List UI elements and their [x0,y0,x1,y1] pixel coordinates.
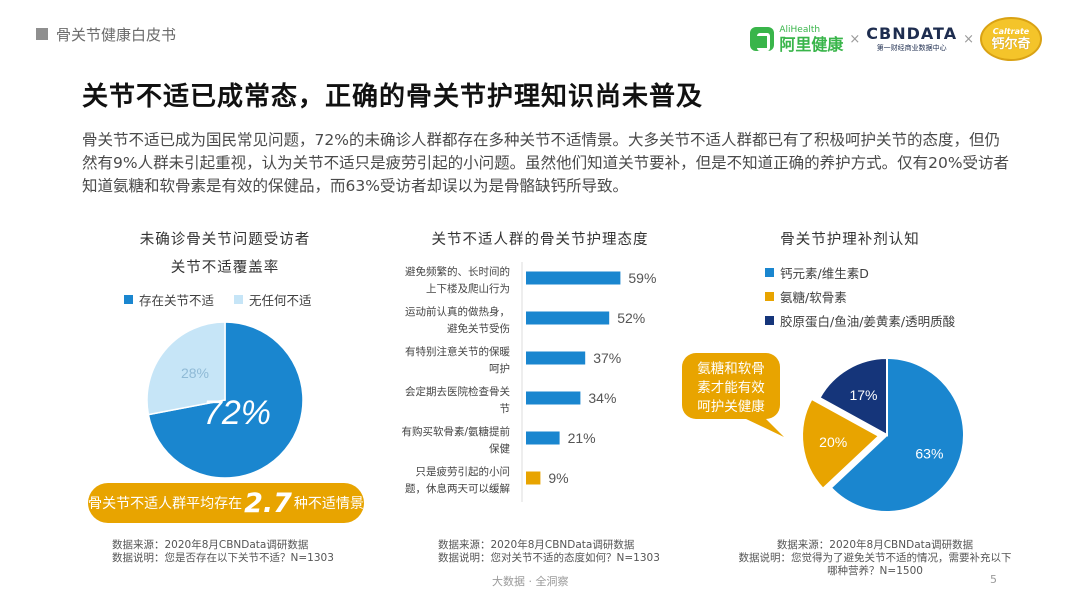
chart3-callout-tail [744,415,784,437]
chart3-value-label: 20% [819,434,847,450]
panel2-explain: 数据说明：您对关节不适的态度如何？N=1303 [438,552,660,564]
legend-swatch [765,268,774,277]
chart2-bar [526,471,541,485]
chart3-legend-item: 钙元素/维生素D [765,263,869,282]
chart2-value-label: 37% [593,350,621,366]
chart3-slice [801,397,881,491]
legend-label: 氨糖/软骨素 [780,290,847,305]
chart3-callout-bubble [682,353,780,419]
panel1-source: 数据来源：2020年8月CBNData调研数据 [112,539,309,551]
chart2-category-label: 会定期去医院检查骨关 [405,385,510,398]
chart2-bar [526,431,560,445]
chart3-legend-item: 氨糖/软骨素 [765,287,847,306]
legend-label: 钙元素/维生素D [780,266,869,281]
page-title: 关节不适已成常态，正确的骨关节护理知识尚未普及 [82,82,704,112]
panel2-title: 关节不适人群的骨关节护理态度 [431,232,649,248]
chart1-pie: 72% 28% [146,321,304,479]
chart3-legend-item: 胶原蛋白/鱼油/姜黄素/透明质酸 [765,311,955,330]
chart2-value-label: 59% [628,270,656,286]
section-title: 骨关节健康白皮书 [56,25,177,44]
chart3-callout-text: 素才能有效 [697,380,765,396]
panel3-explain-line1: 数据说明：您觉得为了避免关节不适的情况，需要补充以下 [738,552,1012,564]
legend-label: 胶原蛋白/鱼油/姜黄素/透明质酸 [780,314,956,329]
banner-prefix: 骨关节不适人群平均存在 [88,496,243,512]
alihealth-logo: AliHealth 阿里健康 [750,24,844,54]
section-header: 骨关节健康白皮书 [36,24,176,44]
chart3-slice [818,356,888,437]
chart2-category-label: 上下楼及爬山行为 [426,282,510,295]
logo-separator: × [963,31,974,47]
chart1-legend: 存在关节不适 无任何不适 [124,290,424,308]
chart3-callout-text: 氨糖和软骨 [697,361,765,377]
chart3-value-label: 17% [849,387,877,403]
banner-number: 2.7 [244,487,292,519]
chart2-category-label: 运动前认真的做热身， [405,305,510,318]
alihealth-cn: 阿里健康 [779,34,844,54]
caltrate-logo: Caltrate 钙尔奇 [980,17,1042,61]
chart2-category-label: 避免频繁的、长时间的 [405,265,510,278]
chart3-value-label: 63% [915,445,943,461]
chart3-callout-text: 呵护关健康 [697,398,765,415]
panel3-source: 数据来源：2020年8月CBNData调研数据 [776,539,974,551]
chart2-value-label: 34% [588,390,616,406]
panel1-title-line1: 未确诊骨关节问题受访者 [139,232,311,248]
intro-paragraph: 骨关节不适已成为国民常见问题，72%的未确诊人群都存在多种关节不适情景。大多关节… [82,131,1010,195]
cbndata-sub: 第一财经商业数据中心 [876,44,947,52]
legend-swatch [765,292,774,301]
panel2-source: 数据来源：2020年8月CBNData调研数据 [438,539,635,551]
logo-separator: × [849,31,861,47]
chart2-bar [526,351,586,365]
chart3-slice [829,356,965,513]
panel1-title-line2: 关节不适覆盖率 [170,260,280,276]
chart2-category-label: 只是疲劳引起的小问 [416,465,511,478]
logo-bar: AliHealth 阿里健康 × CBNDATA 第一财经商业数据中心 × Ca… [750,16,1042,62]
legend-swatch [765,316,774,325]
cbndata-main: CBNDATA [866,24,958,43]
legend-swatch [234,295,243,304]
cbndata-logo: CBNDATA 第一财经商业数据中心 [866,26,957,52]
panel2-notes: 数据来源：2020年8月CBNData调研数据 数据说明：您对关节不适的态度如何… [438,539,660,565]
caltrate-en: Caltrate [992,26,1030,36]
chart2-bar [526,271,621,285]
chart3-legend: 钙元素/维生素D 氨糖/软骨素 胶原蛋白/鱼油/姜黄素/透明质酸 [765,263,1015,330]
section-square-icon [36,28,48,40]
chart2-category-label: 呵护 [489,362,510,375]
chart1-value-label: 28% [181,365,209,381]
chart2-bar [526,311,610,325]
page-number: 5 [990,573,997,586]
caltrate-cn: 钙尔奇 [991,36,1031,52]
chart1-legend-item: 存在关节不适 [124,290,214,309]
chart1-slice [146,321,226,416]
panel1-explain: 数据说明：您是否存在以下关节不适？N=1303 [112,552,334,564]
chart2-value-label: 52% [617,310,645,326]
chart1-legend-item: 无任何不适 [234,290,312,309]
panel1-banner: 骨关节不适人群平均存在 2.7 种不适情景 [88,483,364,523]
chart1-value-label: 72% [203,394,271,432]
chart2-category-label: 保健 [489,442,510,455]
chart2-bar [526,391,581,405]
chart2-value-label: 9% [548,470,568,486]
legend-label: 存在关节不适 [139,293,215,308]
chart2-category-label: 节 [500,403,511,415]
chart2-category-label: 避免关节受伤 [447,322,510,335]
panel3-explain-line2: 哪种营养？N=1500 [827,565,923,577]
chart2-category-label: 有特别注意关节的保暖 [405,345,510,358]
panel3-title: 骨关节护理补剂认知 [780,232,920,248]
alihealth-en: AliHealth [779,24,821,35]
legend-label: 无任何不适 [249,293,312,308]
chart2-category-label: 题，休息两天可以缓解 [405,482,510,495]
legend-swatch [124,295,133,304]
alihealth-mark-icon [750,27,775,51]
panel1-notes: 数据来源：2020年8月CBNData调研数据 数据说明：您是否存在以下关节不适… [112,539,334,565]
chart2-value-label: 21% [568,430,596,446]
footer-tagline: 大数据 · 全洞察 [492,575,569,588]
chart2-category-label: 有购买软骨素/氨糖提前 [401,425,510,438]
banner-suffix: 种不适情景 [293,496,364,512]
panel3-notes: 数据来源：2020年8月CBNData调研数据 数据说明：您觉得为了避免关节不适… [730,539,1020,578]
